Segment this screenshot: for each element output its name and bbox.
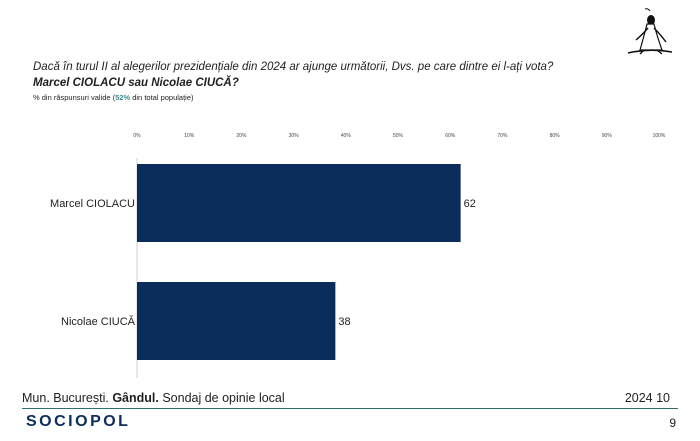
sociopol-logo: SOCIOPOL [26,413,131,430]
base-note-prefix: % din răspunsuri valide ( [33,93,116,102]
penguin-figure-icon [627,8,673,55]
survey-question: Dacă în turul II al alegerilor prezidenț… [33,61,554,73]
footer-source: Mun. București. Gândul. Sondaj de opinie… [22,391,285,405]
category-label: Nicolae CIUCĂ [61,315,136,328]
category-label: Marcel CIOLACU [50,198,135,210]
x-tick-label: 10% [184,133,195,139]
data-label: 62 [464,198,476,210]
footer-location: Mun. București. [22,391,109,405]
survey-candidates: Marcel CIOLACU sau Nicolae CIUCĂ? [33,77,239,89]
x-tick-label: 20% [236,133,247,139]
x-tick-label: 90% [602,133,613,139]
base-note-suffix: din total populație) [130,93,194,102]
x-tick-label: 0% [133,133,141,139]
base-note-highlight: 52% [115,93,131,102]
page-number: 9 [669,416,676,430]
x-axis-ticks: 0% 10% 20% 30% 40% 50% 60% 70% 80% 90% 100% [133,133,666,139]
footer-date: 2024 10 [624,391,670,405]
footer-divider [22,408,678,409]
x-tick-label: 80% [550,133,561,139]
x-tick-label: 40% [341,133,352,139]
bar [137,282,336,360]
data-label: 38 [338,316,350,328]
bar [137,164,461,242]
x-tick-label: 50% [393,133,404,139]
x-tick-label: 70% [497,133,508,139]
bars-group: Marcel CIOLACU 62 Nicolae CIUCĂ 38 [50,164,476,360]
footer-publisher: Gândul. [112,391,159,405]
footer-description: Sondaj de opinie local [158,391,285,405]
x-tick-label: 100% [653,133,666,139]
base-note: % din răspunsuri valide (52% din total p… [33,93,433,102]
x-tick-label: 60% [445,133,456,139]
x-tick-label: 30% [289,133,300,139]
